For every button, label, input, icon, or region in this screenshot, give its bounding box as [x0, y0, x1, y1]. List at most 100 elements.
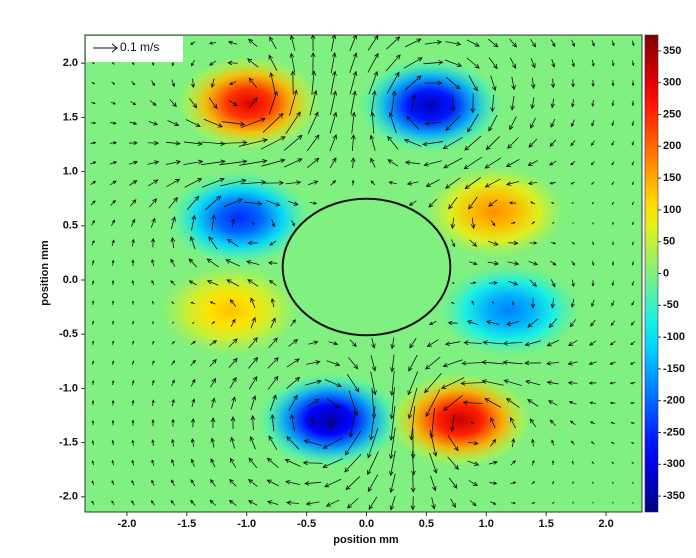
flow-arrow	[448, 477, 458, 489]
flow-arrow	[231, 217, 236, 228]
flow-arrow	[170, 280, 176, 286]
flow-arrow	[368, 70, 379, 95]
flow-arrow	[488, 114, 498, 132]
flow-arrow	[611, 481, 614, 484]
x-tick-label: -0.5	[297, 518, 316, 530]
flow-arrow	[248, 376, 258, 390]
flow-arrow	[629, 381, 636, 385]
flow-arrow	[303, 439, 322, 446]
flow-arrow	[131, 80, 136, 86]
flow-arrow	[266, 200, 281, 207]
flow-arrow	[570, 160, 576, 166]
flow-arrow	[489, 481, 498, 485]
flow-arrow	[170, 258, 176, 267]
flow-arrow	[527, 318, 539, 328]
flow-arrow	[389, 496, 396, 511]
flow-arrow	[367, 52, 379, 73]
flow-arrow	[389, 450, 396, 477]
flow-arrow	[390, 337, 396, 350]
flow-arrow	[369, 406, 376, 441]
flow-arrow	[183, 159, 204, 166]
flow-arrow	[488, 38, 499, 48]
flow-arrow	[268, 337, 278, 349]
flow-arrow	[611, 280, 615, 287]
flow-arrow	[388, 112, 397, 134]
flow-arrow	[210, 417, 216, 428]
flow-arrow	[385, 54, 401, 72]
flow-arrow	[631, 40, 635, 47]
flow-arrow	[248, 356, 259, 369]
flow-arrow	[443, 157, 463, 169]
flow-arrow	[369, 134, 376, 151]
flow-arrow	[570, 298, 575, 308]
flow-arrow	[490, 75, 497, 92]
flow-arrow	[192, 321, 195, 324]
flow-arrow	[551, 439, 555, 446]
flow-arrow	[485, 320, 500, 325]
flow-arrow	[502, 360, 523, 365]
flow-arrow	[183, 141, 203, 146]
flow-arrow	[470, 93, 476, 114]
flow-arrow	[190, 359, 196, 366]
flow-arrow	[209, 340, 218, 346]
flow-arrow	[91, 400, 95, 406]
flow-arrow	[190, 458, 195, 467]
flow-arrow	[171, 418, 175, 427]
flow-arrow	[610, 441, 615, 445]
flow-arrow	[612, 241, 614, 246]
flow-arrow	[131, 459, 135, 466]
flow-arrow	[249, 435, 256, 450]
flow-arrow	[266, 500, 279, 506]
flow-arrow	[551, 501, 555, 504]
flow-arrow	[228, 357, 238, 368]
flow-arrow	[370, 180, 376, 186]
flow-arrow	[545, 360, 560, 366]
flow-arrow	[266, 457, 279, 469]
flow-arrow	[226, 279, 240, 287]
flow-arrow	[567, 361, 578, 366]
flow-arrow	[109, 141, 118, 145]
flow-arrow	[186, 195, 200, 210]
flow-arrow	[227, 40, 238, 45]
flow-arrow	[325, 499, 340, 507]
flow-arrow	[210, 458, 216, 468]
flow-arrow	[510, 96, 515, 111]
flow-arrow	[552, 480, 555, 485]
flow-arrow	[130, 218, 136, 227]
flow-arrow	[423, 160, 442, 167]
flow-arrow	[152, 320, 154, 325]
flow-arrow	[530, 201, 536, 205]
flow-arrow	[388, 427, 396, 460]
flow-arrow	[324, 478, 342, 488]
flow-arrow	[550, 201, 555, 204]
reference-arrow	[93, 43, 118, 53]
flow-arrow	[131, 379, 135, 386]
flow-arrow	[442, 395, 463, 411]
flow-arrow	[367, 35, 379, 51]
flow-arrow	[530, 38, 537, 48]
flow-arrow	[211, 321, 216, 325]
colorbar	[644, 34, 659, 513]
flow-arrow	[328, 341, 339, 346]
flow-arrow	[488, 460, 498, 465]
flow-arrow	[424, 121, 441, 126]
flow-arrow	[304, 481, 322, 486]
flow-arrow	[450, 498, 456, 509]
flow-arrow	[422, 141, 444, 147]
flow-arrow	[350, 90, 357, 115]
flow-arrow	[484, 157, 502, 169]
flow-arrow	[631, 161, 635, 166]
flow-arrow	[111, 259, 115, 266]
flow-arrow	[450, 217, 456, 230]
flow-arrow	[91, 480, 95, 486]
flow-arrow	[268, 90, 278, 115]
flow-arrow	[306, 157, 320, 169]
flow-arrow	[462, 400, 483, 406]
flow-arrow	[208, 97, 218, 110]
flow-arrow	[228, 99, 238, 107]
flow-arrow	[112, 360, 115, 365]
flow-arrow	[268, 280, 277, 286]
flow-arrow	[225, 259, 240, 267]
flow-arrow	[170, 216, 176, 230]
flow-arrow	[430, 475, 437, 492]
